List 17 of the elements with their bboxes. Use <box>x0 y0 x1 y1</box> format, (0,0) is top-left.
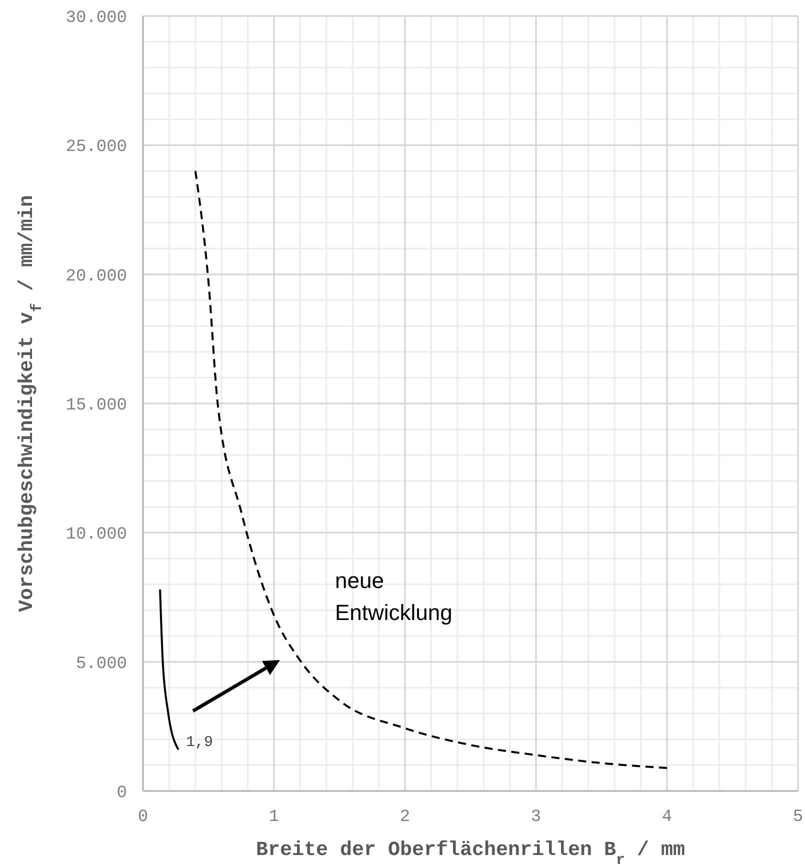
line-series <box>159 588 180 751</box>
x-tick-label: 3 <box>530 808 542 827</box>
y-tick-label: 20.000 <box>66 267 127 286</box>
x-tick-label: 5 <box>792 808 804 827</box>
annotation: neue Entwicklung <box>335 568 452 625</box>
y-tick-label: 15.000 <box>66 396 127 416</box>
y-tick-label: 10.000 <box>66 526 127 545</box>
y-tick-label: 0 <box>116 784 127 803</box>
annotation: 1,9 <box>186 734 214 751</box>
y-tick-label: 5.000 <box>76 654 127 674</box>
x-tick-label: 2 <box>400 808 410 827</box>
y-tick-label: 25.000 <box>66 138 127 158</box>
x-tick-label: 4 <box>662 808 672 827</box>
y-tick-label: 30.000 <box>66 9 127 28</box>
x-tick-label: 0 <box>138 808 148 827</box>
x-tick-label: 1 <box>268 808 280 827</box>
x-axis-title: Breite der Oberflächenrillen B$_{r}$ / mm <box>256 839 686 867</box>
